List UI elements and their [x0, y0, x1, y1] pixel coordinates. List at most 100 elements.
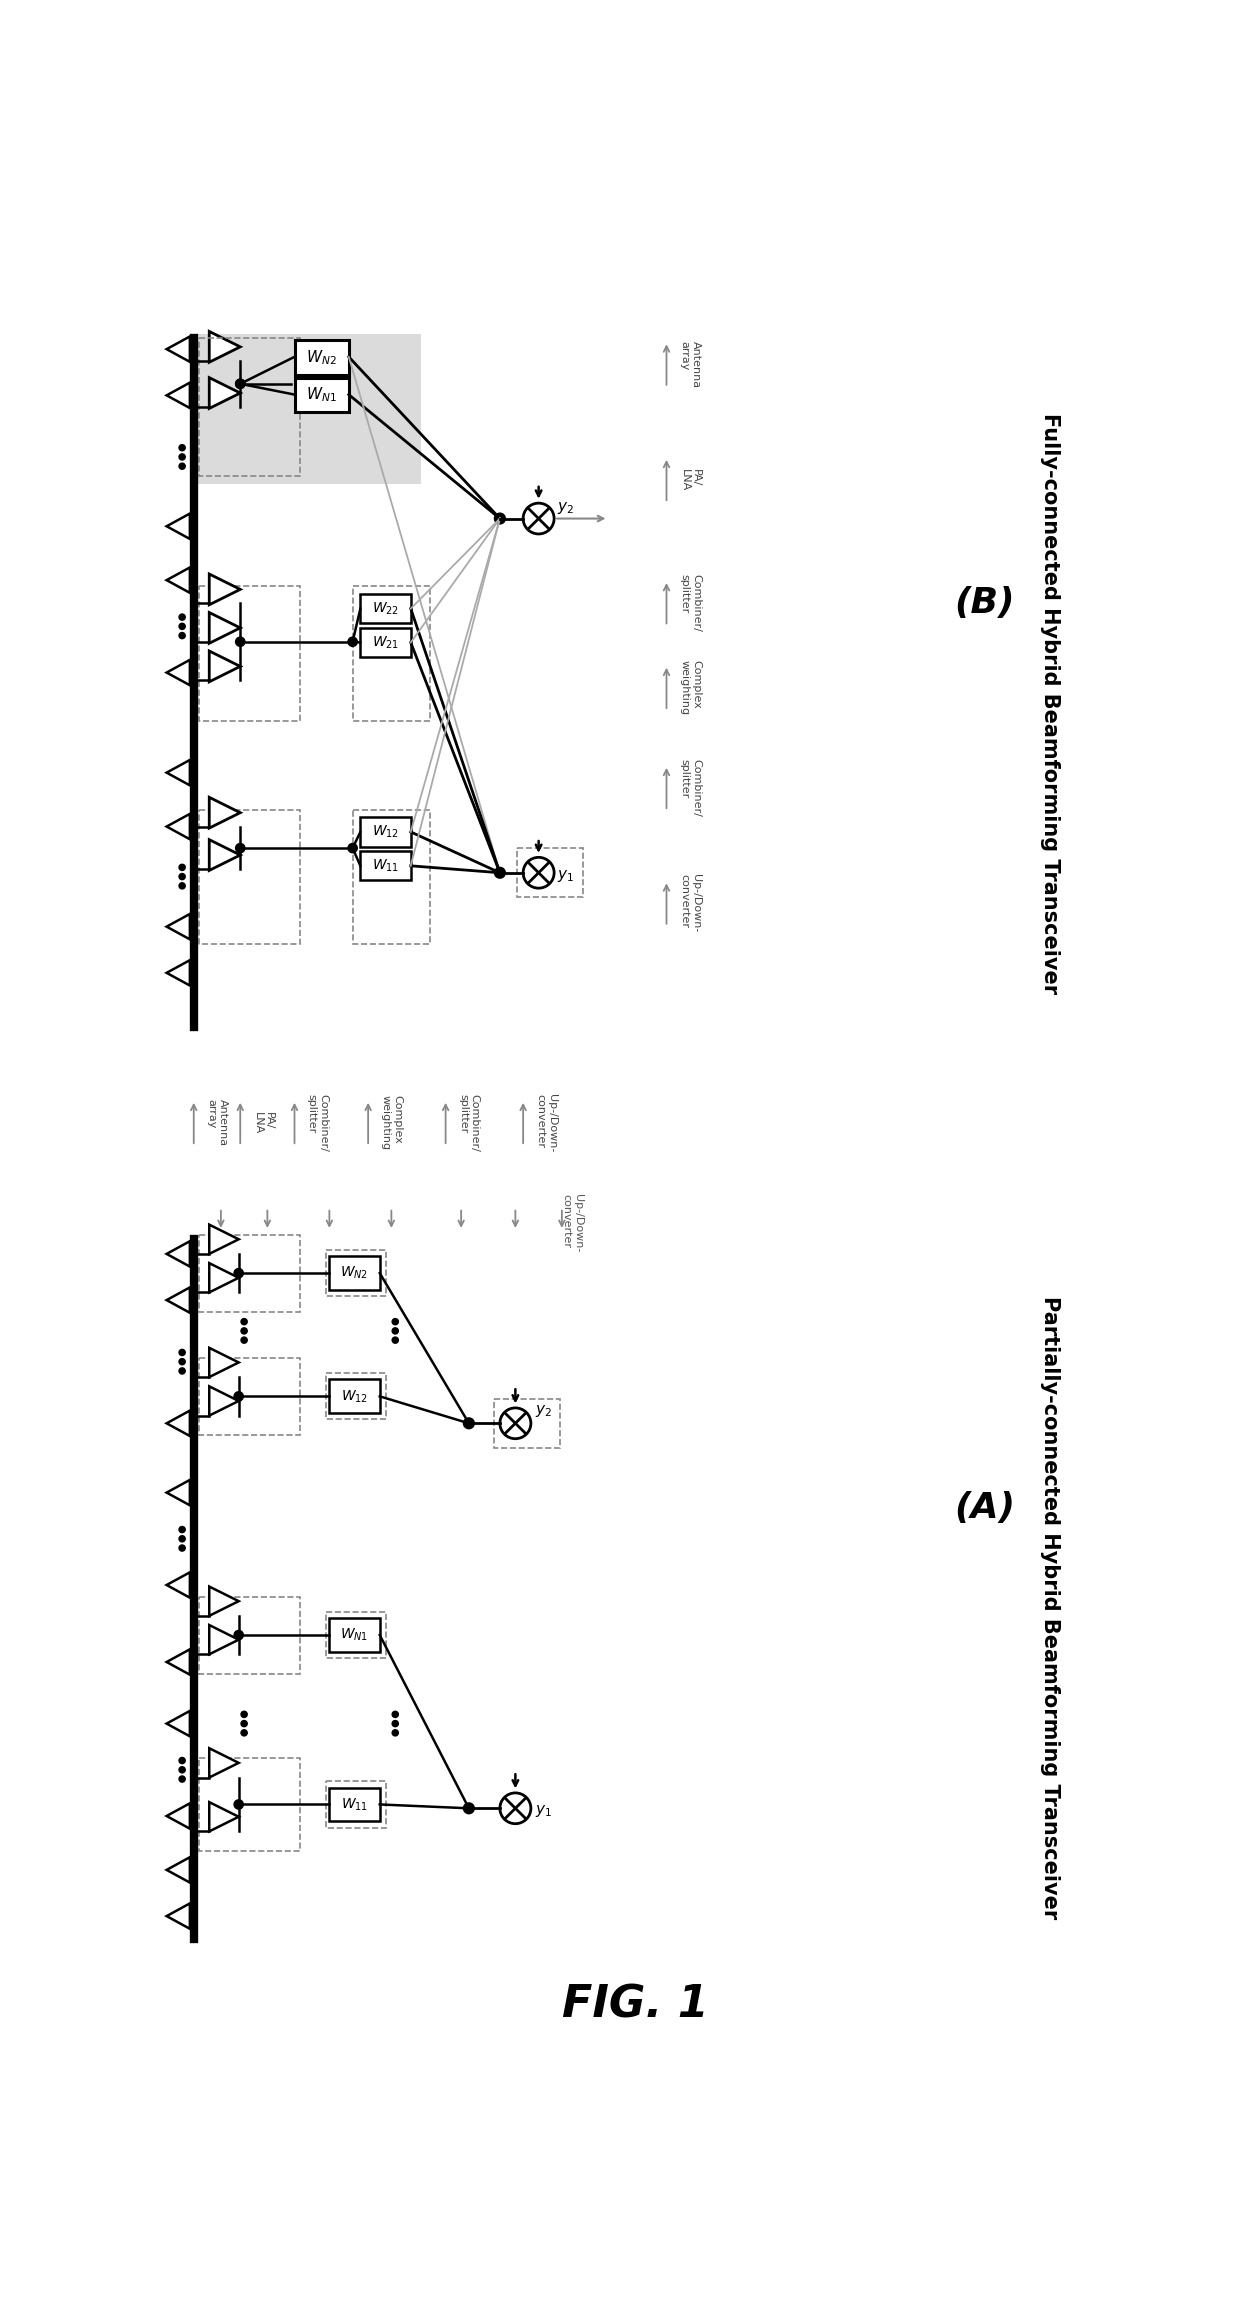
Text: Combiner/
splitter: Combiner/ splitter: [306, 1095, 329, 1152]
Bar: [325, 1373, 386, 1419]
Circle shape: [392, 1720, 398, 1727]
Circle shape: [236, 380, 246, 389]
Bar: [494, 1398, 559, 1449]
Circle shape: [241, 1711, 247, 1718]
Circle shape: [348, 637, 357, 646]
Circle shape: [241, 1720, 247, 1727]
Polygon shape: [210, 331, 241, 361]
Bar: [325, 1782, 386, 1828]
Bar: [352, 586, 430, 722]
Circle shape: [179, 623, 185, 630]
Bar: [361, 593, 410, 623]
Text: $W_{22}$: $W_{22}$: [372, 600, 399, 616]
Bar: [330, 1380, 379, 1412]
Text: PA/
LNA: PA/ LNA: [253, 1111, 274, 1134]
Text: Antenna
array: Antenna array: [206, 1099, 228, 1148]
Circle shape: [179, 462, 185, 469]
Circle shape: [179, 453, 185, 460]
Circle shape: [241, 1336, 247, 1343]
Bar: [196, 334, 420, 483]
Text: $W_{N1}$: $W_{N1}$: [341, 1626, 368, 1642]
Circle shape: [179, 883, 185, 888]
Circle shape: [392, 1336, 398, 1343]
Circle shape: [179, 874, 185, 879]
Text: $W_{N1}$: $W_{N1}$: [306, 386, 337, 405]
Text: FIG. 1: FIG. 1: [562, 1983, 709, 2026]
Circle shape: [495, 867, 506, 879]
Bar: [295, 377, 348, 412]
Bar: [517, 849, 583, 897]
Circle shape: [179, 1757, 185, 1764]
Circle shape: [179, 1536, 185, 1541]
Circle shape: [495, 513, 506, 524]
Polygon shape: [210, 377, 241, 409]
Polygon shape: [210, 575, 241, 605]
Circle shape: [179, 1776, 185, 1783]
Circle shape: [179, 1359, 185, 1364]
Polygon shape: [210, 1348, 238, 1378]
Circle shape: [234, 1392, 243, 1401]
Circle shape: [392, 1318, 398, 1325]
Text: Fully-connected Hybrid Beamforming Transceiver: Fully-connected Hybrid Beamforming Trans…: [1040, 412, 1060, 994]
Text: $W_{N2}$: $W_{N2}$: [306, 347, 337, 366]
Circle shape: [241, 1327, 247, 1334]
Bar: [200, 1596, 300, 1674]
Text: $W_{11}$: $W_{11}$: [341, 1796, 368, 1812]
Text: Combiner/
splitter: Combiner/ splitter: [680, 575, 702, 632]
Bar: [200, 810, 300, 945]
Circle shape: [236, 380, 246, 389]
Circle shape: [234, 1631, 243, 1640]
Circle shape: [234, 1270, 243, 1279]
Polygon shape: [210, 840, 241, 869]
Text: $y_1$: $y_1$: [534, 1803, 552, 1819]
Bar: [352, 810, 430, 945]
Bar: [200, 1235, 300, 1311]
Circle shape: [241, 1730, 247, 1736]
Circle shape: [464, 1803, 474, 1815]
Circle shape: [179, 614, 185, 621]
Bar: [361, 816, 410, 846]
Circle shape: [392, 1327, 398, 1334]
Text: $W_{11}$: $W_{11}$: [372, 858, 399, 874]
Bar: [200, 1357, 300, 1435]
Bar: [325, 1612, 386, 1658]
Circle shape: [179, 1368, 185, 1373]
Text: $y_2$: $y_2$: [557, 499, 574, 515]
Circle shape: [179, 865, 185, 869]
Text: Complex
weighting: Complex weighting: [381, 1095, 402, 1150]
Circle shape: [348, 844, 357, 853]
Circle shape: [179, 1350, 185, 1355]
Polygon shape: [210, 798, 241, 828]
Text: Partially-connected Hybrid Beamforming Transceiver: Partially-connected Hybrid Beamforming T…: [1040, 1297, 1060, 1920]
Bar: [330, 1256, 379, 1290]
Text: Antenna
array: Antenna array: [680, 340, 702, 389]
Polygon shape: [210, 1587, 238, 1617]
Bar: [200, 338, 300, 476]
Bar: [200, 586, 300, 722]
Text: Complex
weighting: Complex weighting: [680, 660, 702, 715]
Circle shape: [464, 1417, 474, 1428]
Text: Up-/Down-
converter: Up-/Down- converter: [536, 1095, 557, 1152]
Polygon shape: [210, 1626, 238, 1654]
Polygon shape: [210, 1263, 238, 1293]
Circle shape: [179, 632, 185, 639]
Text: PA/
LNA: PA/ LNA: [680, 469, 702, 492]
Circle shape: [392, 1711, 398, 1718]
Bar: [325, 1251, 386, 1297]
Text: Up-/Down-
converter: Up-/Down- converter: [680, 874, 702, 934]
Bar: [361, 628, 410, 658]
Bar: [330, 1787, 379, 1822]
Text: Up-/Down-
converter: Up-/Down- converter: [562, 1194, 584, 1251]
Circle shape: [236, 844, 246, 853]
Circle shape: [241, 1318, 247, 1325]
Circle shape: [236, 637, 246, 646]
Text: $y_2$: $y_2$: [534, 1403, 552, 1419]
Bar: [200, 1757, 300, 1852]
Polygon shape: [210, 651, 241, 681]
Text: $y_1$: $y_1$: [557, 867, 574, 883]
Polygon shape: [210, 1748, 238, 1778]
Polygon shape: [210, 612, 241, 644]
Bar: [295, 340, 348, 375]
Text: $W_{12}$: $W_{12}$: [372, 823, 399, 840]
Text: $W_{N2}$: $W_{N2}$: [341, 1265, 368, 1281]
